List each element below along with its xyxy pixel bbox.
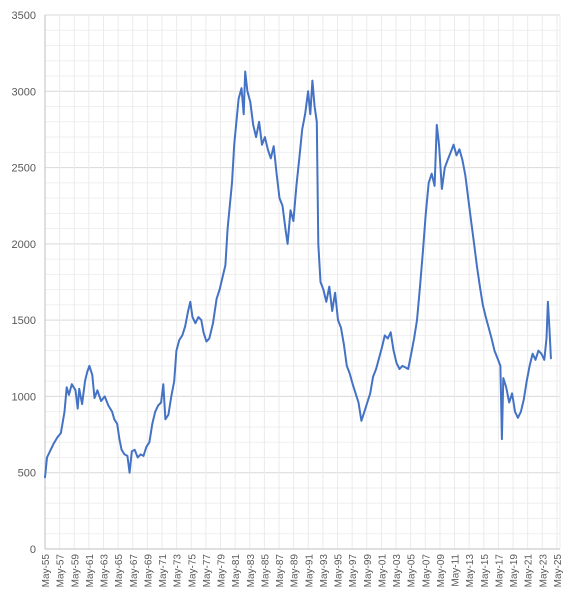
x-tick-label-1: May-57 (56, 554, 67, 588)
y-tick-label-4: 2000 (12, 239, 36, 251)
x-tick-label-26: May-07 (421, 554, 432, 588)
x-tick-label-24: May-03 (392, 554, 403, 588)
x-tick-label-23: May-01 (377, 554, 388, 588)
x-tick-label-30: May-15 (480, 554, 491, 588)
y-tick-label-5: 2500 (12, 163, 36, 175)
x-tick-label-2: May-59 (70, 554, 81, 588)
y-tick-label-1: 500 (18, 468, 36, 480)
x-tick-label-19: May-93 (319, 554, 330, 588)
x-tick-label-7: May-69 (143, 554, 154, 588)
x-tick-label-8: May-71 (158, 554, 169, 588)
x-tick-label-18: May-91 (304, 554, 315, 588)
y-tick-label-2: 1000 (12, 391, 36, 403)
x-tick-label-0: May-55 (41, 554, 52, 588)
x-tick-label-29: May-13 (465, 554, 476, 588)
y-tick-label-3: 1500 (12, 315, 36, 327)
y-axis-tick-labels: 0 500 1000 1500 2000 2500 3000 3500 (12, 10, 36, 556)
x-tick-label-10: May-75 (187, 554, 198, 588)
series-group (44, 70, 552, 479)
x-tick-label-13: May-81 (231, 554, 242, 588)
x-tick-label-4: May-63 (100, 554, 111, 588)
series-line-0 (44, 70, 552, 479)
x-tick-label-5: May-65 (114, 554, 125, 588)
x-tick-label-21: May-97 (348, 554, 359, 588)
x-tick-label-17: May-89 (290, 554, 301, 588)
x-tick-label-28: May-11 (451, 554, 462, 587)
x-axis-tick-labels: May-55 May-57 May-59 May-61 May-63 May-65 May-… (41, 554, 564, 588)
x-tick-label-34: May-23 (538, 554, 549, 588)
x-tick-label-16: May-87 (275, 554, 286, 588)
x-tick-label-25: May-05 (407, 554, 418, 588)
x-tick-label-14: May-83 (246, 554, 257, 588)
y-tick-label-0: 0 (30, 544, 36, 556)
x-tick-label-27: May-09 (436, 554, 447, 588)
x-tick-label-11: May-77 (202, 554, 213, 588)
x-tick-label-9: May-73 (173, 554, 184, 588)
x-tick-label-32: May-19 (509, 554, 520, 588)
x-tick-label-20: May-95 (334, 554, 345, 588)
y-tick-label-7: 3500 (12, 10, 36, 22)
x-tick-label-12: May-79 (217, 554, 228, 588)
x-tick-label-3: May-61 (85, 554, 96, 588)
y-tick-label-6: 3000 (12, 86, 36, 98)
x-tick-label-31: May-17 (494, 554, 505, 588)
x-tick-label-6: May-67 (129, 554, 140, 588)
x-tick-label-15: May-85 (260, 554, 271, 588)
x-tick-label-35: May-25 (553, 554, 564, 588)
gridlines (44, 14, 561, 550)
x-tick-label-22: May-99 (363, 554, 374, 588)
x-tick-label-33: May-21 (524, 554, 535, 588)
